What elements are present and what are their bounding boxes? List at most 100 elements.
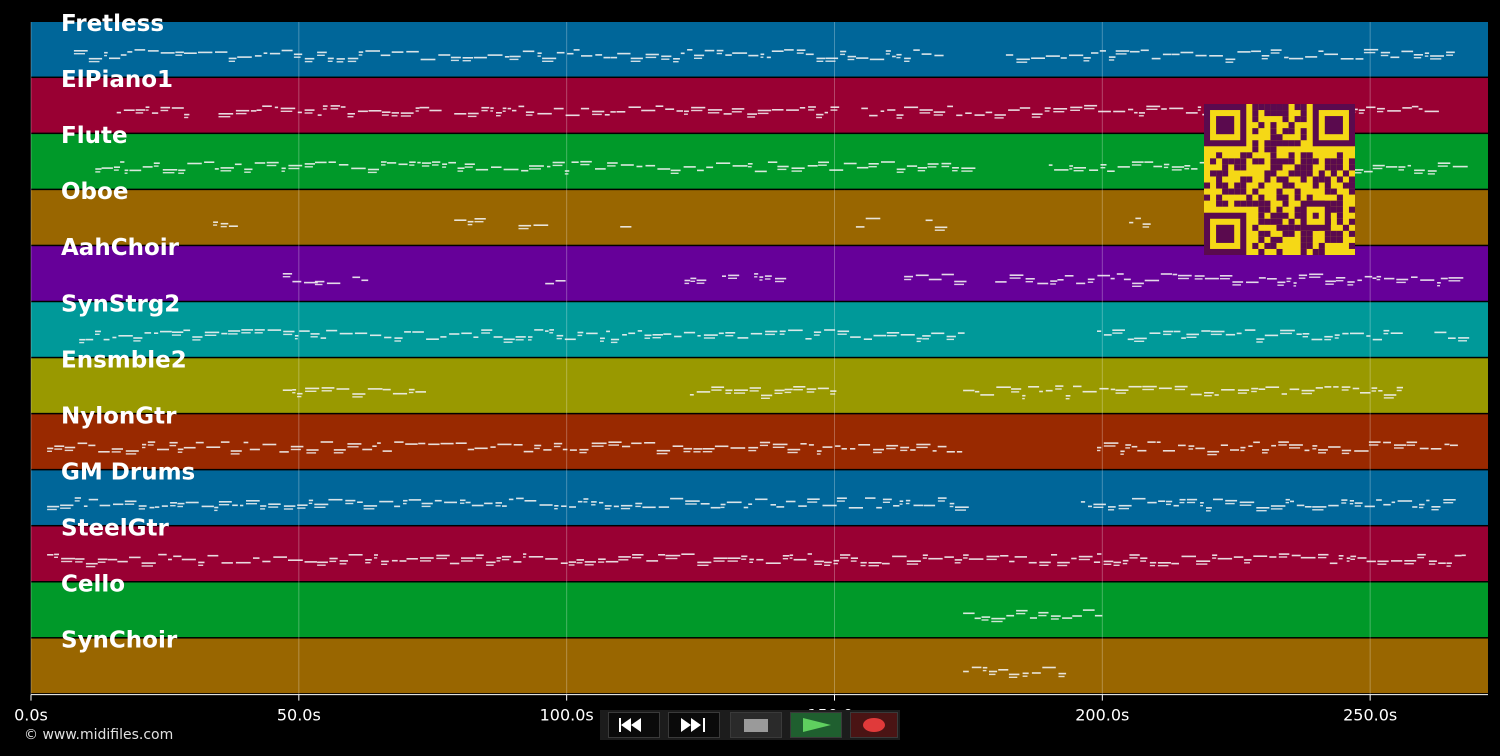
note [1200, 502, 1204, 504]
note [817, 387, 829, 390]
note [1144, 161, 1154, 163]
note [1396, 278, 1409, 281]
note [963, 612, 975, 615]
note [218, 501, 232, 503]
note [288, 164, 303, 167]
note [1380, 51, 1391, 54]
note [169, 444, 177, 447]
note [916, 337, 922, 340]
note [896, 114, 904, 116]
note [1151, 57, 1161, 60]
note [537, 55, 541, 57]
note [429, 109, 442, 112]
note [765, 562, 781, 564]
note [1418, 108, 1423, 110]
note [112, 336, 117, 339]
fast-forward-button[interactable] [668, 712, 720, 738]
note [1270, 505, 1286, 507]
note [1088, 505, 1092, 508]
note [1073, 385, 1082, 388]
note [1377, 563, 1387, 565]
note [830, 109, 838, 111]
note [1093, 503, 1106, 506]
note [421, 502, 433, 505]
note [537, 112, 552, 115]
note [1069, 54, 1084, 57]
play-button[interactable] [790, 712, 842, 738]
note [1058, 672, 1067, 675]
note [1039, 564, 1049, 566]
note [1298, 274, 1308, 277]
note [528, 336, 533, 338]
note [297, 111, 302, 114]
note [1025, 281, 1033, 283]
note [628, 332, 636, 335]
note [474, 447, 488, 450]
note [347, 60, 357, 63]
note [882, 498, 892, 501]
note [1364, 170, 1373, 173]
note [793, 558, 807, 561]
note [816, 113, 824, 116]
note [1045, 389, 1053, 392]
note [362, 448, 373, 451]
note [1149, 564, 1155, 567]
note [757, 109, 772, 112]
note [1237, 392, 1247, 394]
note [1146, 105, 1161, 108]
stop-button[interactable] [730, 712, 782, 738]
note [518, 227, 529, 230]
note [1376, 275, 1382, 278]
note [1232, 284, 1241, 286]
note [991, 617, 1006, 620]
note [406, 50, 419, 53]
note [683, 331, 696, 334]
note [576, 562, 583, 564]
note [1070, 106, 1083, 109]
note [1006, 614, 1015, 617]
note [135, 112, 144, 114]
note [1031, 672, 1041, 674]
note [1411, 276, 1418, 278]
note [1448, 280, 1461, 282]
note [1070, 109, 1080, 111]
note [475, 168, 489, 171]
note [775, 277, 787, 280]
note [474, 218, 486, 220]
note [716, 49, 724, 52]
note [1138, 112, 1145, 114]
note [1166, 503, 1171, 506]
note [796, 52, 804, 54]
note [185, 501, 199, 504]
note [552, 161, 565, 164]
note [529, 168, 541, 170]
note [467, 448, 475, 451]
note [1251, 387, 1259, 390]
note [192, 336, 203, 338]
note [467, 112, 479, 115]
note [1042, 666, 1056, 669]
time-gridlines [30, 22, 1371, 695]
record-button[interactable] [850, 712, 898, 738]
note [408, 499, 422, 501]
note [367, 388, 383, 390]
note [1200, 505, 1203, 507]
note [221, 332, 228, 335]
note [818, 164, 827, 166]
note [1301, 389, 1315, 392]
note [579, 448, 589, 451]
note [728, 277, 737, 279]
note [937, 497, 947, 499]
track-lane [31, 358, 1488, 413]
note [1358, 112, 1364, 114]
note [685, 503, 697, 505]
rewind-button[interactable] [608, 712, 660, 738]
note [1437, 165, 1448, 167]
note [720, 503, 726, 506]
note [127, 51, 133, 53]
note [591, 504, 596, 506]
note [381, 111, 391, 113]
note [228, 333, 238, 335]
note [604, 508, 611, 510]
note [173, 555, 182, 558]
